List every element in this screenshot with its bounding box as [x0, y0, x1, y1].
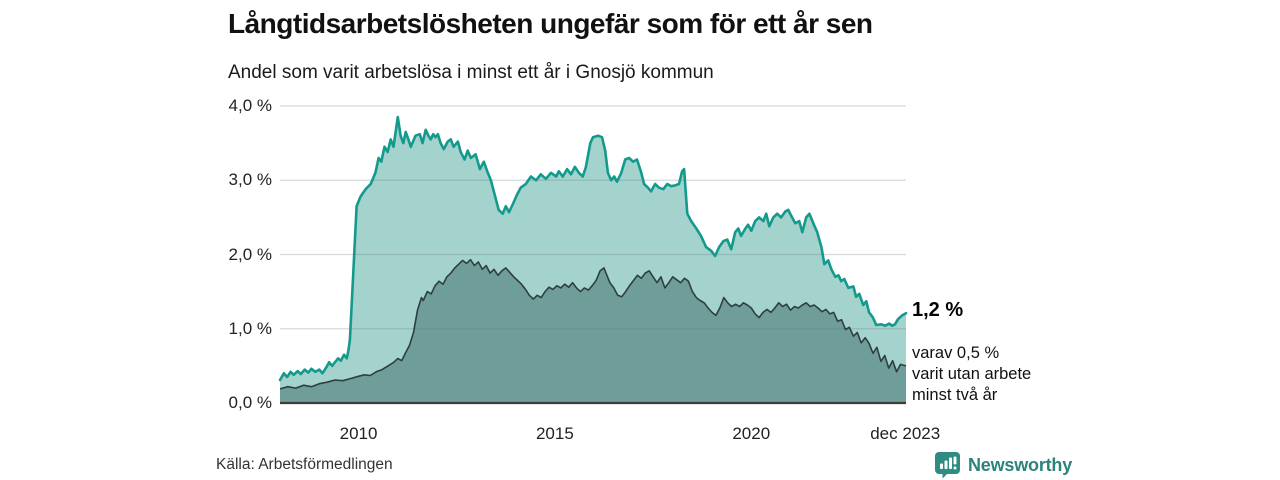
two-year-area-fill	[280, 259, 906, 403]
y-tick-label: 1,0 %	[228, 318, 272, 338]
x-tick-label: 2015	[535, 424, 574, 443]
y-tick-label: 3,0 %	[228, 170, 272, 190]
y-tick-label: 0,0 %	[228, 393, 272, 412]
end-value-label: 1,2 %	[912, 299, 964, 321]
two-year-line	[279, 258, 907, 390]
newsworthy-logo: Newsworthy	[934, 451, 1072, 479]
y-tick-label: 2,0 %	[228, 244, 272, 264]
bar-chart-bubble-icon	[934, 451, 961, 479]
page-title: Långtidsarbetslösheten ungefär som för e…	[228, 8, 873, 39]
source-credit: Källa: Arbetsförmedlingen	[216, 456, 393, 473]
x-tick-label: 2010	[339, 424, 378, 443]
x-tick-label: 2020	[732, 424, 771, 443]
x-tick-label: dec 2023	[870, 424, 941, 443]
total-line	[278, 115, 908, 382]
sub-annotation: varav 0,5 % varit utan arbete minst två …	[912, 343, 1031, 406]
sub-annotation-line: varit utan arbete	[912, 365, 1032, 383]
sub-annotation-line: minst två år	[912, 386, 998, 404]
sub-annotation-line: varav 0,5 %	[912, 344, 1000, 362]
area-chart	[278, 105, 908, 405]
chart-subtitle: Andel som varit arbetslösa i minst ett å…	[228, 62, 714, 83]
newsworthy-logo-text: Newsworthy	[968, 454, 1073, 475]
y-tick-label: 4,0 %	[228, 96, 272, 115]
